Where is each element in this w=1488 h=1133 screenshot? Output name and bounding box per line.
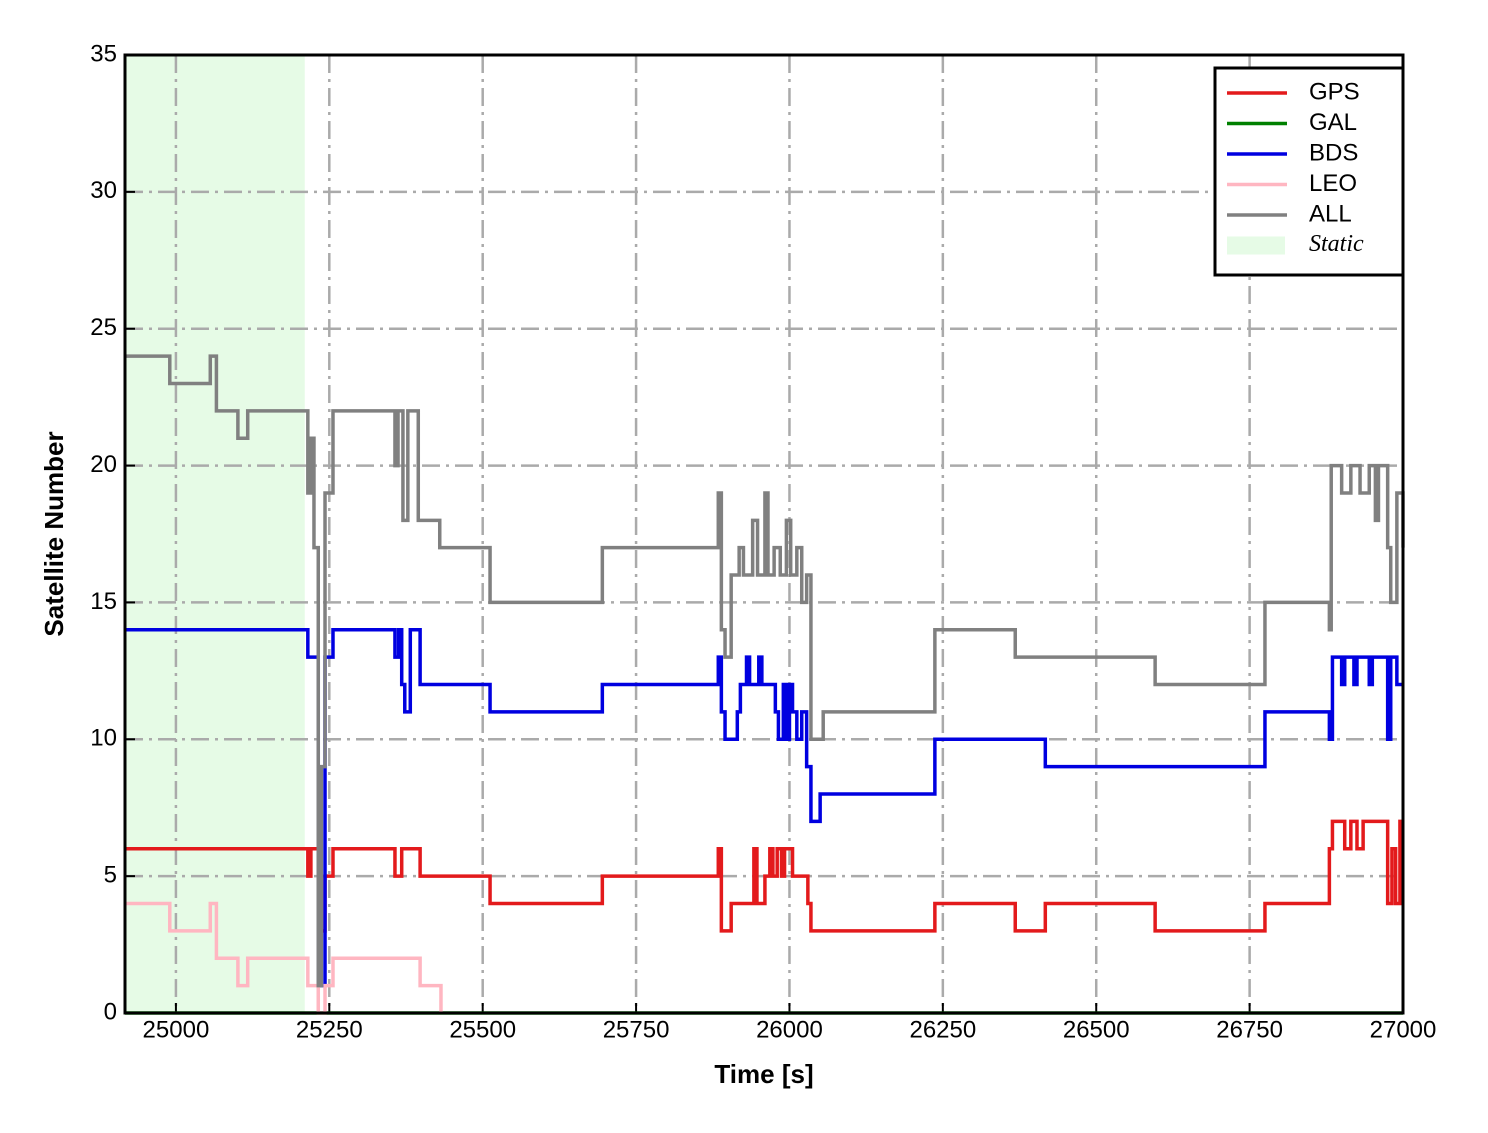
legend-label: GAL xyxy=(1309,109,1357,136)
x-axis-label: Time [s] xyxy=(714,1059,813,1089)
plot-frame xyxy=(123,53,1405,1015)
legend-label: GPS xyxy=(1309,78,1360,105)
x-tick-label: 25750 xyxy=(603,1016,670,1043)
x-tick-label: 26250 xyxy=(909,1016,976,1043)
y-tick-label: 10 xyxy=(90,725,117,752)
x-tick-label: 26750 xyxy=(1216,1016,1283,1043)
legend-label: BDS xyxy=(1309,139,1358,166)
series-line xyxy=(125,901,443,1015)
x-tick-label: 25000 xyxy=(143,1016,210,1043)
y-tick-label: 30 xyxy=(90,177,117,204)
legend-swatch xyxy=(1227,236,1285,255)
y-tick-label: 15 xyxy=(90,588,117,615)
x-tick-label: 27000 xyxy=(1370,1016,1437,1043)
y-tick-label: 0 xyxy=(104,998,117,1025)
series-line xyxy=(125,354,1405,988)
y-axis-label: Satellite Number xyxy=(39,431,69,636)
x-tick-label: 25500 xyxy=(449,1016,516,1043)
y-tick-label: 5 xyxy=(104,861,117,888)
y-tick-label: 20 xyxy=(90,451,117,478)
y-tick-label: 25 xyxy=(90,314,117,341)
series-line xyxy=(125,819,1403,933)
shaded-region xyxy=(125,55,305,1013)
legend-label: ALL xyxy=(1309,200,1352,227)
x-tick-label: 26500 xyxy=(1063,1016,1130,1043)
legend-label: LEO xyxy=(1309,170,1357,197)
series-line xyxy=(125,628,1403,988)
x-tick-label: 25250 xyxy=(296,1016,363,1043)
x-tick-label: 26000 xyxy=(756,1016,823,1043)
legend-label: Static xyxy=(1309,231,1364,257)
y-tick-label: 35 xyxy=(90,40,117,67)
